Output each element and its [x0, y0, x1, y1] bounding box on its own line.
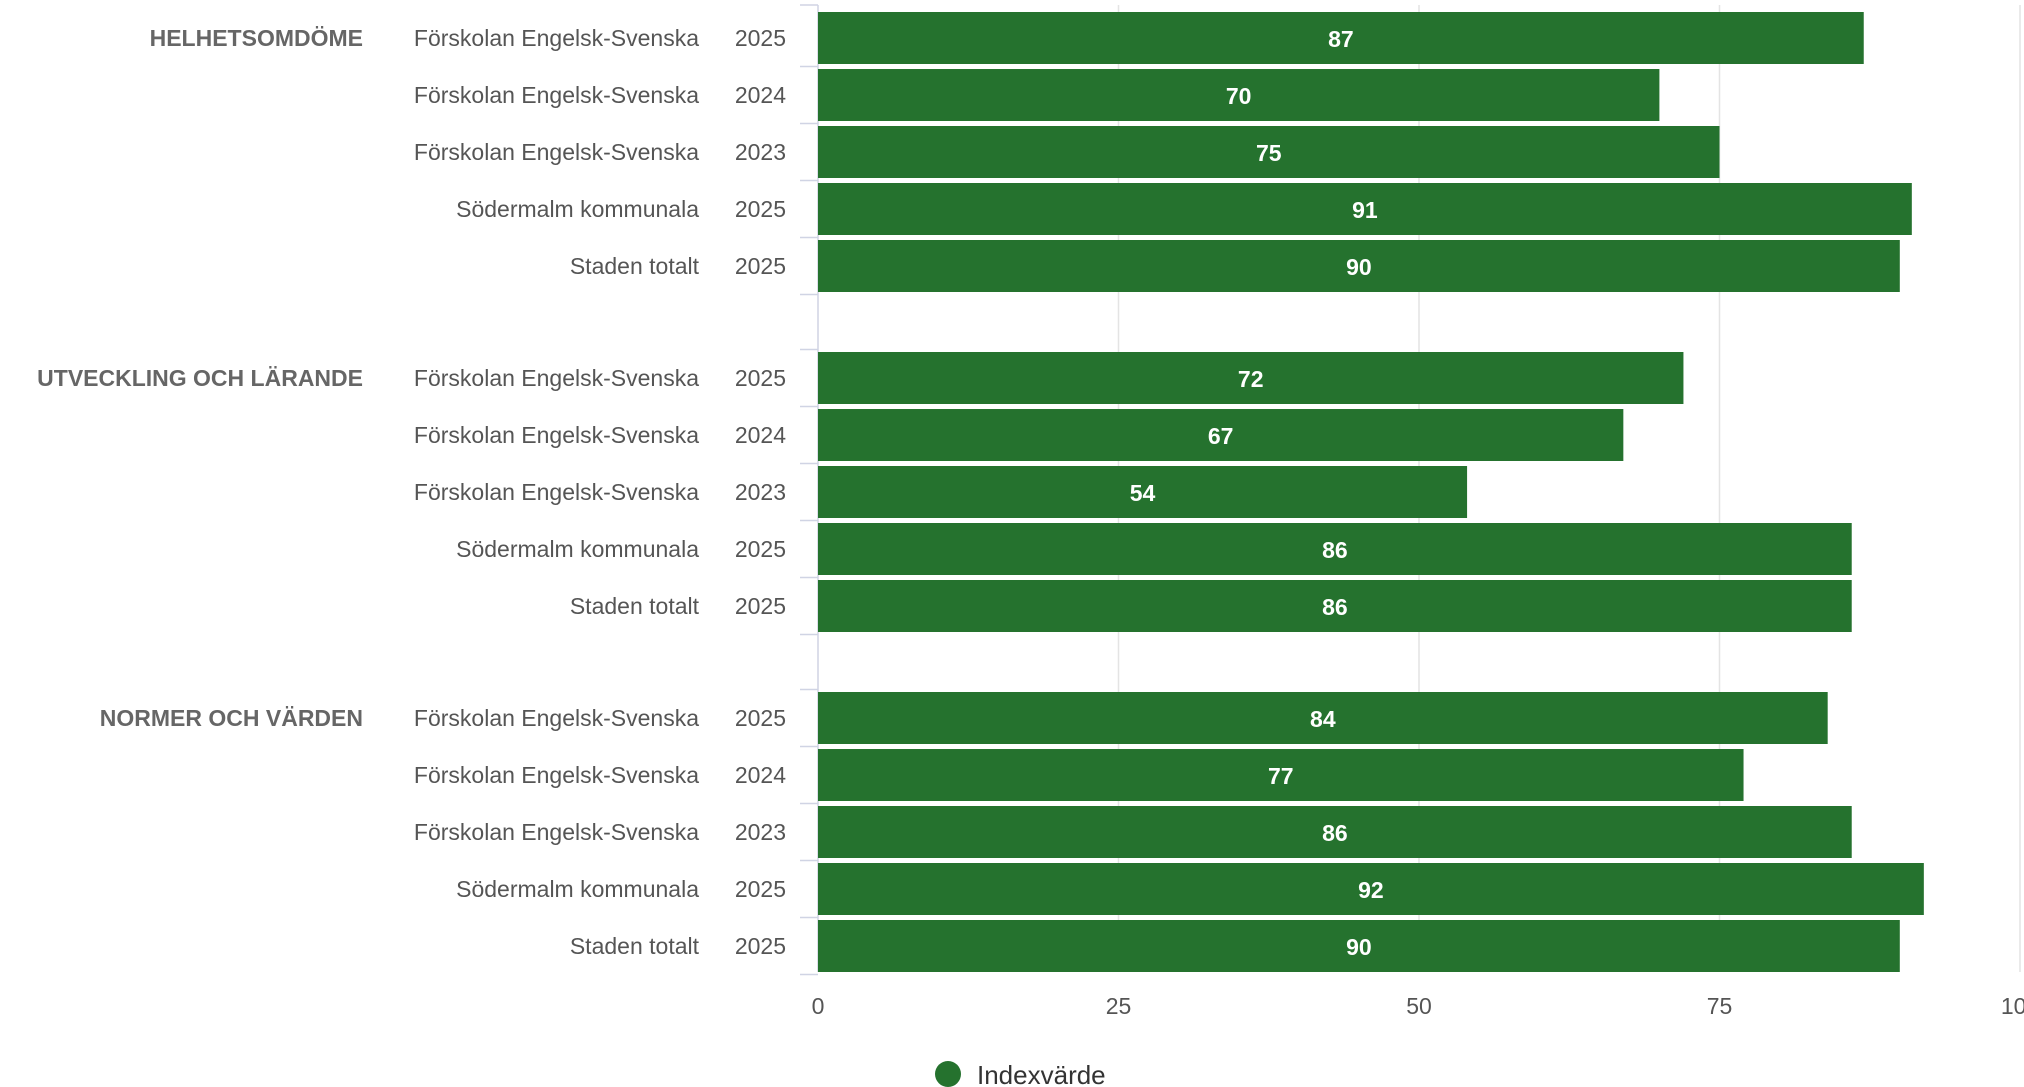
category-year-label: 2024 [735, 422, 786, 448]
data-label: 86 [1322, 594, 1348, 620]
bar-1-5[interactable] [818, 240, 1900, 292]
category-year-label: 2024 [735, 82, 786, 108]
category-name-label: Förskolan Engelsk-Svenska [414, 82, 699, 108]
legend-label[interactable]: Indexvärde [977, 1060, 1106, 1087]
bar-1-4[interactable] [818, 183, 1912, 235]
x-axis: 0 25 50 75 100 [800, 4, 2024, 1019]
category-name-label: Södermalm kommunala [456, 196, 699, 222]
bars: 87 70 75 91 90 72 67 54 86 86 84 77 86 92 90 [818, 12, 1924, 972]
bar-3-2[interactable] [818, 749, 1744, 801]
bar-2-2[interactable] [818, 409, 1624, 461]
category-name-label: Förskolan Engelsk-Svenska [414, 365, 699, 391]
category-labels: Förskolan Engelsk-Svenska 2025 HELHETSOMDÖ… [37, 25, 786, 959]
category-year-label: 2025 [735, 593, 786, 619]
category-name-label: Förskolan Engelsk-Svenska [414, 819, 699, 845]
category-year-label: 2025 [735, 196, 786, 222]
category-name-label: Södermalm kommunala [456, 536, 699, 562]
data-label: 87 [1328, 26, 1354, 52]
category-year-label: 2025 [735, 25, 786, 51]
data-label: 92 [1358, 877, 1384, 903]
data-label: 70 [1226, 83, 1252, 109]
category-year-label: 2025 [735, 365, 786, 391]
category-name-label: Förskolan Engelsk-Svenska [414, 479, 699, 505]
data-label: 54 [1130, 480, 1156, 506]
category-name-label: Förskolan Engelsk-Svenska [414, 25, 699, 51]
data-label: 90 [1346, 934, 1372, 960]
category-year-label: 2023 [735, 819, 786, 845]
x-tick-label-25: 25 [1106, 993, 1132, 1019]
category-name-label: Förskolan Engelsk-Svenska [414, 139, 699, 165]
bar-3-5[interactable] [818, 920, 1900, 972]
group-label: HELHETSOMDÖME [150, 25, 363, 51]
data-label: 86 [1322, 820, 1348, 846]
bar-2-4[interactable] [818, 523, 1852, 575]
legend[interactable]: Indexvärde [935, 1060, 1106, 1087]
group-label: UTVECKLING OCH LÄRANDE [37, 365, 363, 391]
group-label: NORMER OCH VÄRDEN [100, 705, 363, 731]
category-year-label: 2025 [735, 933, 786, 959]
bar-2-5[interactable] [818, 580, 1852, 632]
bar-1-1[interactable] [818, 12, 1864, 64]
bar-2-3[interactable] [818, 466, 1468, 518]
category-name-label: Förskolan Engelsk-Svenska [414, 705, 699, 731]
bar-1-3[interactable] [818, 126, 1720, 178]
data-label: 86 [1322, 537, 1348, 563]
category-name-label: Förskolan Engelsk-Svenska [414, 762, 699, 788]
category-year-label: 2023 [735, 479, 786, 505]
x-tick-label-0: 0 [812, 993, 825, 1019]
category-year-label: 2025 [735, 536, 786, 562]
category-name-label: Staden totalt [570, 253, 700, 279]
data-label: 91 [1352, 197, 1378, 223]
category-year-label: 2023 [735, 139, 786, 165]
category-name-label: Staden totalt [570, 593, 700, 619]
category-year-label: 2025 [735, 705, 786, 731]
category-year-label: 2024 [735, 762, 786, 788]
category-year-label: 2025 [735, 876, 786, 902]
category-name-label: Södermalm kommunala [456, 876, 699, 902]
data-label: 90 [1346, 254, 1372, 280]
category-name-label: Staden totalt [570, 933, 700, 959]
data-label: 84 [1310, 706, 1336, 732]
x-tick-label-75: 75 [1707, 993, 1733, 1019]
bar-2-1[interactable] [818, 352, 1684, 404]
bar-3-3[interactable] [818, 806, 1852, 858]
data-label: 75 [1256, 140, 1282, 166]
bar-3-4[interactable] [818, 863, 1924, 915]
data-label: 77 [1268, 763, 1294, 789]
data-label: 67 [1208, 423, 1234, 449]
category-year-label: 2025 [735, 253, 786, 279]
x-tick-label-50: 50 [1406, 993, 1432, 1019]
bar-1-2[interactable] [818, 69, 1660, 121]
category-name-label: Förskolan Engelsk-Svenska [414, 422, 699, 448]
data-label: 72 [1238, 366, 1264, 392]
legend-marker[interactable] [935, 1061, 961, 1087]
bar-3-1[interactable] [818, 692, 1828, 744]
x-tick-label-100: 100 [2001, 993, 2024, 1019]
